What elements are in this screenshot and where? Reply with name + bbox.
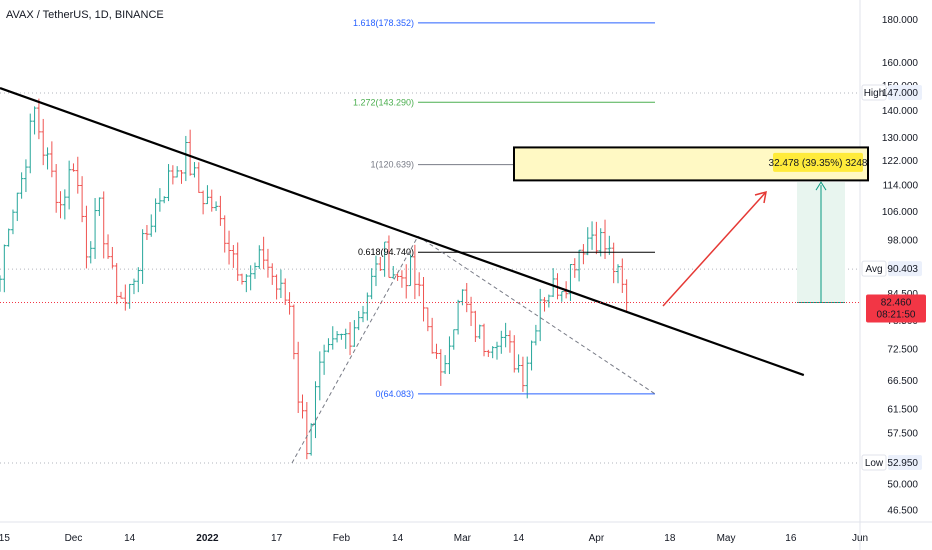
fib-level-label: 1(120.639): [370, 160, 414, 170]
x-tick-label: May: [717, 533, 736, 544]
avg-tag-label: Avg: [865, 264, 882, 275]
x-tick-label: Apr: [589, 533, 605, 544]
x-tick-label: 15: [0, 533, 10, 544]
x-tick-label: 2022: [196, 533, 219, 544]
red-arrow-head: [754, 190, 767, 204]
low-value-bg: [888, 455, 922, 471]
y-tick-label: 140.000: [882, 106, 919, 117]
trendline: [0, 87, 805, 377]
y-tick-label: 122.000: [882, 156, 919, 167]
fib-dashed-leg: [291, 236, 419, 464]
symbol-title: AVAX / TetherUS, 1D, BINANCE: [6, 9, 164, 21]
y-tick-label: 61.500: [887, 404, 918, 415]
x-tick-label: Mar: [454, 533, 472, 544]
last-price-countdown: 08:21:50: [877, 310, 916, 321]
y-tick-label: 72.500: [887, 345, 918, 356]
y-tick-label: 160.000: [882, 58, 919, 69]
y-tick-label: 57.500: [887, 429, 918, 440]
high-value-bg: [888, 84, 922, 100]
y-tick-label: 50.000: [887, 479, 918, 490]
avg-tag: [861, 260, 887, 277]
y-tick-label: 66.500: [887, 376, 918, 387]
projection-arrow-head: [815, 181, 827, 191]
high-tag: [861, 84, 887, 101]
fib-level-label: 1.618(178.352): [353, 18, 414, 28]
low-tag: [861, 454, 887, 471]
x-tick-label: Feb: [333, 533, 351, 544]
last-price-badge: [866, 294, 926, 323]
fib-level-label: 0.618(94.740): [358, 247, 414, 257]
projection-label: 32.478 (39.35%) 3248: [769, 158, 868, 169]
projection-label-bg: [773, 152, 863, 172]
x-tick-label: 18: [664, 533, 676, 544]
x-tick-label: Jun: [852, 533, 868, 544]
avg-value-bg: [888, 261, 922, 277]
low-value: 52.950: [887, 458, 918, 469]
high-value: 147.000: [882, 88, 919, 99]
y-tick-label: 106.000: [882, 207, 919, 218]
fib-level-label: 1.272(143.290): [353, 97, 414, 107]
y-tick-label: 180.000: [882, 15, 919, 26]
y-tick-label: 114.000: [883, 181, 919, 192]
x-tick-label: 14: [124, 533, 136, 544]
x-tick-label: Dec: [65, 533, 83, 544]
y-tick-label: 98.000: [887, 235, 918, 246]
x-tick-label: 14: [392, 533, 404, 544]
x-tick-label: 14: [513, 533, 525, 544]
red-arrow: [662, 191, 767, 307]
high-tag-label: High: [864, 88, 885, 99]
last-price-value: 82.460: [881, 298, 912, 309]
avg-value: 90.403: [887, 264, 918, 275]
y-tick-label: 46.500: [887, 506, 918, 517]
x-tick-label: 17: [271, 533, 283, 544]
y-tick-label: 130.000: [882, 133, 919, 144]
low-tag-label: Low: [865, 458, 884, 469]
fib-dashed-leg: [417, 235, 656, 395]
fib-level-label: 0(64.083): [375, 389, 414, 399]
x-tick-label: 16: [785, 533, 797, 544]
candles: [0, 98, 629, 460]
